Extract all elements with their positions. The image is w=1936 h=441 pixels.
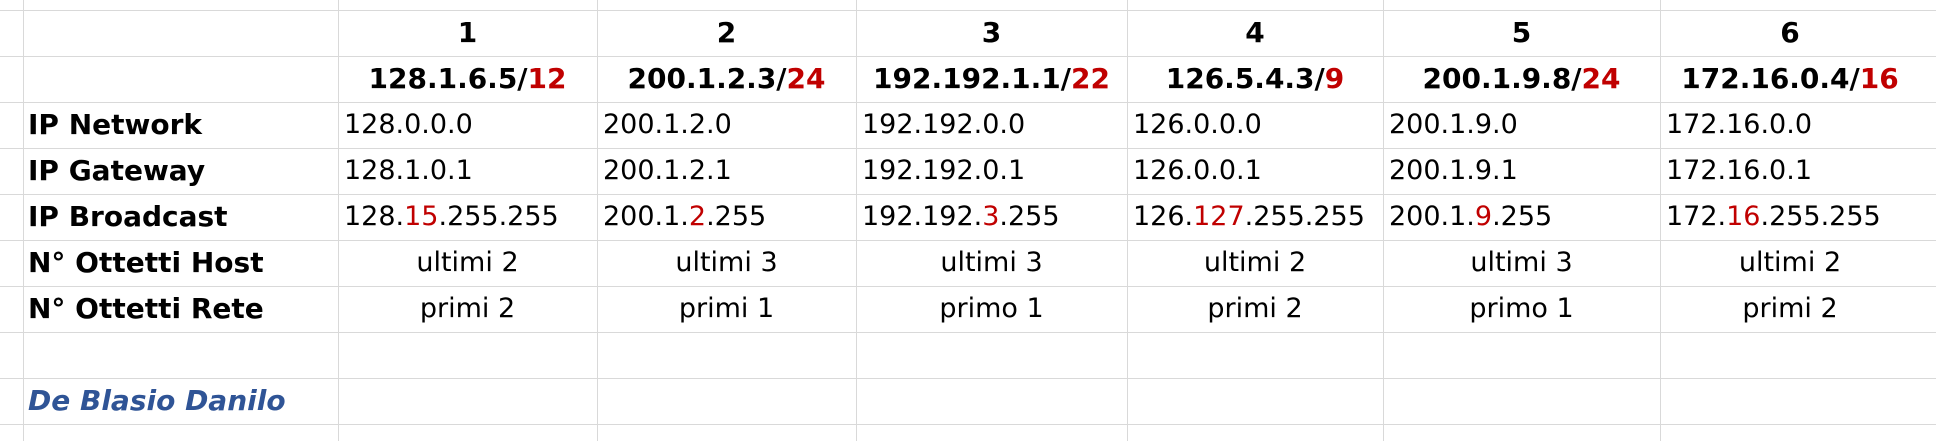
ip-prefix: 12 xyxy=(527,62,567,95)
broadcast-suffix: .255 xyxy=(706,201,767,232)
grid-line xyxy=(0,424,1936,425)
ip-address: 192.192.1.1/ xyxy=(873,62,1072,95)
cell-ottetti-host[interactable]: ultimi 3 xyxy=(1470,247,1573,278)
broadcast-highlight: 16 xyxy=(1726,201,1761,232)
ip-address: 200.1.2.3/ xyxy=(627,62,787,95)
grid-line xyxy=(1127,0,1128,441)
cell-ottetti-host[interactable]: ultimi 2 xyxy=(1738,247,1842,278)
broadcast-prefix: 192.192. xyxy=(862,201,983,232)
column-number[interactable]: 3 xyxy=(981,16,1002,49)
column-number[interactable]: 2 xyxy=(716,16,737,49)
cell-ip-gateway[interactable]: 172.16.0.1 xyxy=(1666,155,1812,186)
cell-ottetti-rete[interactable]: primi 2 xyxy=(1207,293,1303,324)
ip-prefix: 24 xyxy=(1581,62,1621,95)
broadcast-suffix: .255 xyxy=(1492,201,1553,232)
cell-ottetti-rete[interactable]: primi 1 xyxy=(678,293,775,324)
broadcast-highlight: 127 xyxy=(1193,201,1245,232)
ip-address: 126.5.4.3/ xyxy=(1165,62,1325,95)
cell-ottetti-rete[interactable]: primi 2 xyxy=(1742,293,1838,324)
broadcast-highlight: 3 xyxy=(982,201,1000,232)
cell-ip-gateway[interactable]: 192.192.0.1 xyxy=(862,155,1026,186)
cell-ottetti-host[interactable]: ultimi 3 xyxy=(675,247,778,278)
grid-line xyxy=(23,0,24,441)
column-number[interactable]: 1 xyxy=(457,16,478,49)
cell-ottetti-rete[interactable]: primo 1 xyxy=(1469,293,1574,324)
row-label-ip-broadcast[interactable]: IP Broadcast xyxy=(28,200,228,233)
ip-address: 200.1.9.8/ xyxy=(1422,62,1582,95)
grid-line xyxy=(0,332,1936,333)
row-label-ip-gateway[interactable]: IP Gateway xyxy=(28,154,206,187)
ip-address: 172.16.0.4/ xyxy=(1681,62,1860,95)
broadcast-prefix: 126. xyxy=(1133,201,1194,232)
broadcast-prefix: 200.1. xyxy=(1389,201,1475,232)
ip-prefix: 16 xyxy=(1859,62,1899,95)
column-ip-address[interactable]: 200.1.9.8/24 xyxy=(1383,56,1660,102)
cell-ottetti-host[interactable]: ultimi 2 xyxy=(1203,247,1307,278)
broadcast-prefix: 172. xyxy=(1666,201,1727,232)
row-label-ottetti-host[interactable]: N° Ottetti Host xyxy=(28,246,264,279)
ip-address: 128.1.6.5/ xyxy=(368,62,528,95)
grid-line xyxy=(0,10,1936,11)
broadcast-suffix: .255.255 xyxy=(1244,201,1365,232)
cell-ip-network[interactable]: 200.1.2.0 xyxy=(603,109,732,140)
grid-line xyxy=(856,0,857,441)
cell-ip-network[interactable]: 126.0.0.0 xyxy=(1133,109,1262,140)
grid-line xyxy=(0,240,1936,241)
column-ip-address[interactable]: 172.16.0.4/16 xyxy=(1660,56,1920,102)
cell-ip-gateway[interactable]: 128.1.0.1 xyxy=(344,155,473,186)
broadcast-suffix: .255 xyxy=(999,201,1060,232)
grid-line xyxy=(1383,0,1384,441)
author-name[interactable]: De Blasio Danilo xyxy=(28,384,286,417)
grid-line xyxy=(0,194,1936,195)
column-ip-address[interactable]: 200.1.2.3/24 xyxy=(597,56,856,102)
cell-ip-gateway[interactable]: 200.1.9.1 xyxy=(1389,155,1518,186)
cell-ip-gateway[interactable]: 200.1.2.1 xyxy=(603,155,732,186)
cell-ip-network[interactable]: 128.0.0.0 xyxy=(344,109,473,140)
grid-line xyxy=(0,286,1936,287)
column-ip-address[interactable]: 128.1.6.5/12 xyxy=(338,56,597,102)
grid-line xyxy=(1660,0,1661,441)
broadcast-prefix: 128. xyxy=(344,201,405,232)
cell-ip-broadcast[interactable]: 192.192.3.255 xyxy=(856,194,1127,240)
cell-ip-broadcast[interactable]: 128.15.255.255 xyxy=(338,194,597,240)
broadcast-suffix: .255.255 xyxy=(438,201,559,232)
column-number[interactable]: 6 xyxy=(1780,16,1800,49)
ip-prefix: 9 xyxy=(1324,62,1345,95)
cell-ip-broadcast[interactable]: 126.127.255.255 xyxy=(1127,194,1383,240)
broadcast-highlight: 2 xyxy=(688,201,707,232)
cell-ottetti-rete[interactable]: primi 2 xyxy=(419,293,516,324)
grid-line xyxy=(0,56,1936,57)
cell-ip-broadcast[interactable]: 172.16.255.255 xyxy=(1660,194,1920,240)
broadcast-highlight: 9 xyxy=(1474,201,1493,232)
broadcast-highlight: 15 xyxy=(404,201,439,232)
broadcast-suffix: .255.255 xyxy=(1760,201,1881,232)
cell-ottetti-rete[interactable]: primo 1 xyxy=(939,293,1044,324)
cell-ip-broadcast[interactable]: 200.1.9.255 xyxy=(1383,194,1660,240)
grid-line xyxy=(0,102,1936,103)
column-ip-address[interactable]: 126.5.4.3/9 xyxy=(1127,56,1383,102)
row-label-ottetti-rete[interactable]: N° Ottetti Rete xyxy=(28,292,264,325)
cell-ip-gateway[interactable]: 126.0.0.1 xyxy=(1133,155,1262,186)
column-number[interactable]: 5 xyxy=(1511,16,1532,49)
ip-prefix: 24 xyxy=(786,62,826,95)
grid-line xyxy=(338,0,339,441)
cell-ottetti-host[interactable]: ultimi 2 xyxy=(416,247,519,278)
row-label-ip-network[interactable]: IP Network xyxy=(28,108,203,141)
cell-ip-broadcast[interactable]: 200.1.2.255 xyxy=(597,194,856,240)
cell-ip-network[interactable]: 192.192.0.0 xyxy=(862,109,1026,140)
grid-line xyxy=(0,148,1936,149)
grid-line xyxy=(0,378,1936,379)
broadcast-prefix: 200.1. xyxy=(603,201,689,232)
cell-ip-network[interactable]: 172.16.0.0 xyxy=(1666,109,1812,140)
column-number[interactable]: 4 xyxy=(1245,16,1265,49)
ip-prefix: 22 xyxy=(1071,62,1110,95)
column-ip-address[interactable]: 192.192.1.1/22 xyxy=(856,56,1127,102)
cell-ottetti-host[interactable]: ultimi 3 xyxy=(940,247,1043,278)
cell-ip-network[interactable]: 200.1.9.0 xyxy=(1389,109,1518,140)
grid-line xyxy=(597,0,598,441)
